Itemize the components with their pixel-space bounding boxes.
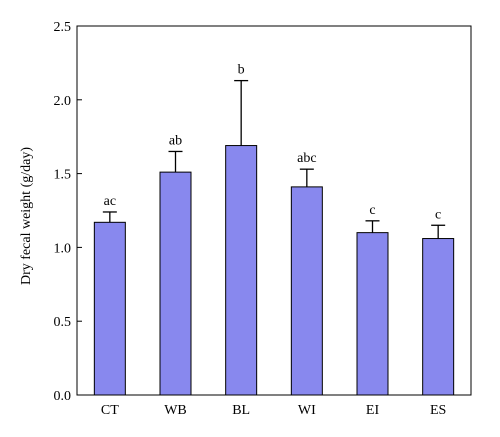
significance-label-wi: abc (297, 151, 316, 166)
x-tick-label-bl: BL (232, 403, 250, 418)
significance-label-wb: ab (169, 133, 182, 148)
bar-es (422, 238, 455, 396)
x-tick-label-es: ES (430, 403, 446, 418)
x-tick-label-wb: WB (164, 403, 187, 418)
significance-label-ct: ac (104, 194, 116, 209)
y-tick-label: 1.5 (54, 168, 72, 183)
y-tick-label: 1.0 (54, 241, 72, 256)
significance-label-ei: c (369, 203, 375, 218)
y-tick-label: 0.0 (54, 389, 72, 404)
plot-area: 0.0 0.5 1.0 1.5 2.0 2.5 ac CT ab WB b BL abc WI c EI c ES (54, 20, 472, 418)
y-tick-label: 2.0 (54, 94, 72, 109)
bar-wi (290, 186, 323, 396)
plot-frame (76, 25, 472, 396)
x-tick-label-ei: EI (366, 403, 380, 418)
y-tick-label: 2.5 (54, 20, 72, 35)
x-tick-label-ct: CT (101, 403, 119, 418)
y-axis-label: Dry fecal weight (g/day) (19, 147, 34, 285)
bar-wb (159, 171, 192, 396)
bar-bl (225, 145, 258, 396)
bar-ct (93, 221, 126, 396)
significance-label-es: c (435, 207, 441, 222)
x-tick-label-wi: WI (298, 403, 316, 418)
significance-label-bl: b (238, 63, 245, 78)
y-tick-label: 0.5 (54, 315, 72, 330)
bar-ei (356, 232, 389, 396)
